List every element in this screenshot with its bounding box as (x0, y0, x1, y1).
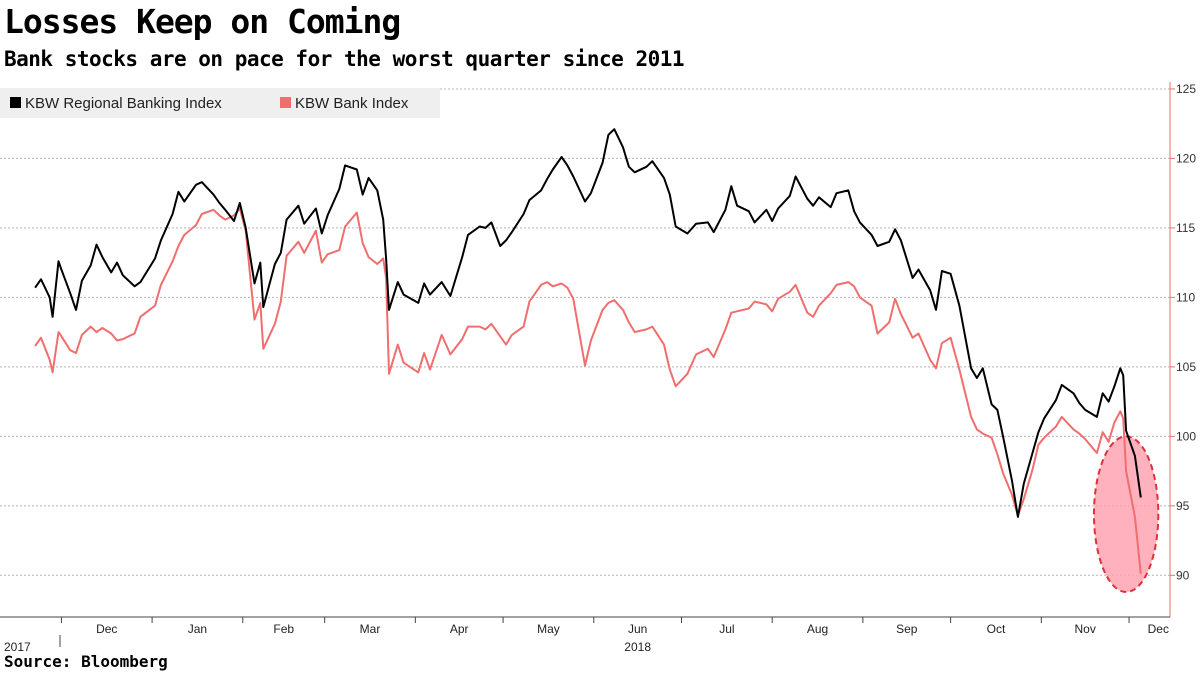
legend-swatch-bank (280, 97, 291, 108)
source-note: Source: Bloomberg (4, 652, 168, 671)
x-tick-label: Jul (719, 622, 734, 636)
legend: KBW Regional Banking Index KBW Bank Index (0, 88, 440, 118)
x-year-label: 2018 (624, 640, 651, 654)
x-tick-label: Aug (807, 622, 828, 636)
x-tick-label: Jan (188, 622, 207, 636)
y-tick-label: 90 (1176, 568, 1190, 582)
x-tick-label: May (537, 622, 560, 636)
legend-label-regional: KBW Regional Banking Index (25, 95, 222, 112)
y-tick-label: 115 (1176, 221, 1195, 235)
x-tick-label: Mar (360, 622, 381, 636)
chart-subtitle: Bank stocks are on pace for the worst qu… (4, 47, 685, 71)
chart-title: Losses Keep on Coming (4, 2, 401, 41)
x-tick-label: Nov (1075, 622, 1096, 636)
highlight-ellipse (1092, 435, 1160, 593)
y-tick-label: 105 (1176, 360, 1196, 374)
x-tick-label: Sep (896, 622, 918, 636)
series-line-bank (34, 207, 1142, 575)
y-tick-label: 95 (1176, 499, 1190, 513)
x-year-label: 2017 (4, 640, 31, 654)
y-tick-label: 100 (1176, 429, 1196, 443)
axes: 90 95 100 105 110 115 120 125 Dec Jan Feb Mar Apr May… (0, 82, 1196, 654)
legend-box (0, 88, 440, 118)
x-tick-label: Apr (450, 622, 469, 636)
series-line-regional (34, 128, 1142, 518)
y-tick-label: 110 (1176, 290, 1195, 304)
legend-label-bank: KBW Bank Index (295, 95, 409, 112)
x-tick-label: Oct (987, 622, 1006, 636)
x-tick-label: Feb (273, 622, 294, 636)
y-tick-label: 125 (1176, 82, 1196, 96)
highlight (1092, 435, 1160, 593)
x-tick-label: Dec (1148, 622, 1169, 636)
legend-swatch-regional (10, 97, 21, 108)
x-tick-label: Jun (628, 622, 647, 636)
series (34, 128, 1142, 575)
grid (0, 88, 1170, 576)
x-tick-label: Dec (96, 622, 117, 636)
y-tick-label: 120 (1176, 151, 1196, 165)
